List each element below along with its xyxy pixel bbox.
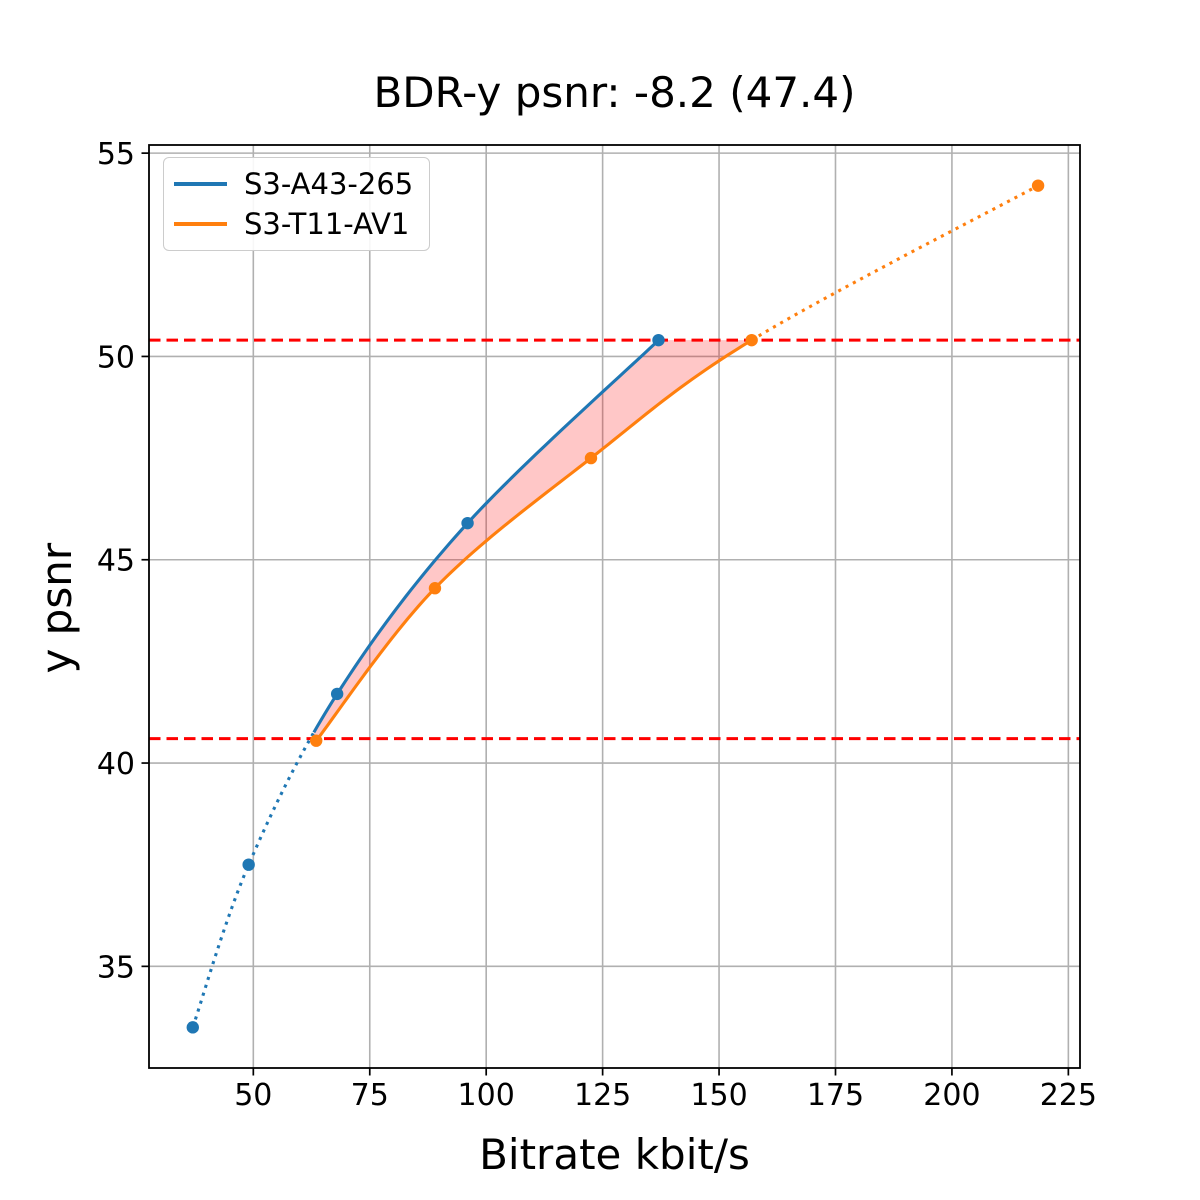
y-tick-label: 55 bbox=[97, 137, 135, 172]
legend-item: S3-T11-AV1 bbox=[174, 208, 413, 240]
x-tick-label: 225 bbox=[1040, 1078, 1097, 1113]
legend-line-sample bbox=[174, 182, 227, 186]
y-tick-label: 50 bbox=[97, 340, 135, 375]
chart-title: BDR-y psnr: -8.2 (47.4) bbox=[373, 68, 856, 117]
legend: S3-A43-265 S3-T11-AV1 bbox=[163, 157, 431, 251]
legend-label: S3-T11-AV1 bbox=[244, 206, 410, 241]
data-point-marker bbox=[584, 451, 598, 465]
x-axis-label: Bitrate kbit/s bbox=[479, 1130, 750, 1179]
x-tick-label: 150 bbox=[690, 1078, 747, 1113]
x-tick-label: 75 bbox=[351, 1078, 389, 1113]
x-tick-label: 200 bbox=[923, 1078, 980, 1113]
data-point-marker bbox=[428, 582, 442, 595]
axes-frame bbox=[148, 144, 1081, 1069]
axis-ticks: 50 75 100 125 150 175 200 225 35 40 45 50 55 bbox=[97, 137, 1097, 1113]
data-point-marker bbox=[745, 333, 758, 347]
series-S3-A43-265 bbox=[186, 333, 665, 1034]
data-point-marker bbox=[330, 687, 344, 701]
legend-item: S3-A43-265 bbox=[174, 168, 413, 200]
y-axis-label: y psnr bbox=[31, 542, 81, 674]
data-point-marker bbox=[309, 734, 323, 747]
reference-lines bbox=[149, 338, 1080, 741]
y-tick-label: 45 bbox=[97, 544, 135, 579]
data-point-marker bbox=[461, 516, 474, 530]
grid-lines bbox=[149, 145, 1080, 1068]
x-tick-label: 125 bbox=[574, 1078, 631, 1113]
y-tick-label: 40 bbox=[97, 747, 135, 782]
data-point-marker bbox=[186, 1021, 199, 1034]
legend-line-sample bbox=[174, 222, 227, 226]
data-point-marker bbox=[1031, 179, 1045, 192]
x-tick-label: 50 bbox=[234, 1078, 272, 1113]
x-tick-label: 100 bbox=[458, 1078, 515, 1113]
series-S3-T11-AV1 bbox=[309, 179, 1045, 747]
data-point-marker bbox=[242, 858, 255, 871]
data-point-marker bbox=[652, 333, 665, 347]
x-tick-label: 175 bbox=[807, 1078, 864, 1113]
legend-label: S3-A43-265 bbox=[244, 166, 414, 201]
bd-fill-region bbox=[313, 340, 752, 741]
y-tick-label: 35 bbox=[97, 950, 135, 985]
